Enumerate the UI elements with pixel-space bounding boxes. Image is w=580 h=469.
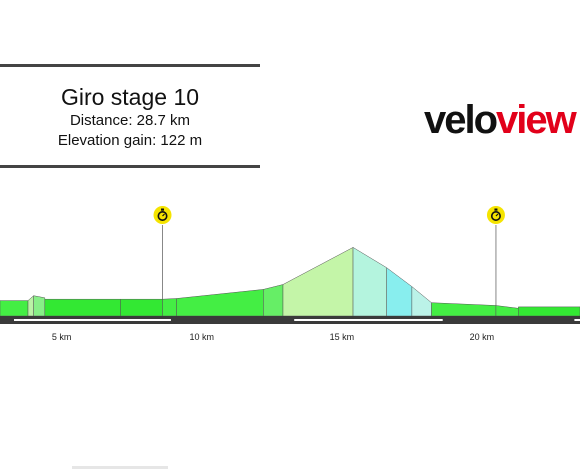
logo-part-view: view [496, 98, 577, 142]
marker-badge-1 [153, 206, 172, 224]
stopwatch-hand [162, 213, 165, 217]
scroll-indicator [72, 466, 168, 469]
stage-info-box: Giro stage 10 Distance: 28.7 km Elevatio… [0, 64, 260, 168]
profile-segment-7 [176, 289, 264, 317]
profile-segment-3 [33, 295, 46, 317]
profile-segment-6 [162, 298, 177, 317]
logo-part-velo: velo [424, 98, 498, 142]
marker-badge-2 [486, 206, 505, 224]
stopwatch-icon [486, 206, 505, 224]
stopwatch-hand [495, 213, 499, 217]
stage-title: Giro stage 10 [60, 84, 200, 110]
stopwatch-crown [494, 208, 498, 211]
elevation-gain-text: Elevation gain: 122 m [57, 132, 203, 149]
elevation-profile-chart: 5 km 10 km 15 km 20 km [0, 206, 580, 342]
profile-segment-13 [431, 302, 497, 317]
x-tick-label-2: 10 km [189, 332, 214, 342]
stopwatch-icon [153, 206, 172, 224]
profile-segment-10 [352, 246, 387, 317]
x-tick-label-4: 20 km [470, 332, 495, 342]
veloviewer-logo: veloview [424, 96, 577, 144]
profile-segment-2 [27, 295, 34, 317]
stopwatch-crown [161, 208, 165, 211]
stopwatch-face [490, 210, 501, 221]
profile-segment-15 [518, 306, 580, 317]
profile-segment-1 [0, 300, 29, 317]
profile-segment-14 [495, 305, 519, 317]
profile-segment-9 [282, 246, 354, 317]
road-stripe-3 [574, 319, 580, 321]
profile-segment-8 [263, 284, 284, 317]
road-stripe-1 [14, 319, 171, 321]
distance-text: Distance: 28.7 km [69, 112, 191, 129]
x-tick-label-1: 5 km [52, 332, 72, 342]
profile-segment-4 [44, 298, 121, 317]
road-stripe-2 [294, 319, 443, 321]
stopwatch-face [157, 210, 168, 221]
road-band [0, 316, 580, 324]
profile-segment-11 [386, 267, 413, 317]
x-tick-label-3: 15 km [330, 332, 355, 342]
profile-segment-5 [120, 298, 163, 317]
profile-segment-12 [411, 286, 432, 317]
